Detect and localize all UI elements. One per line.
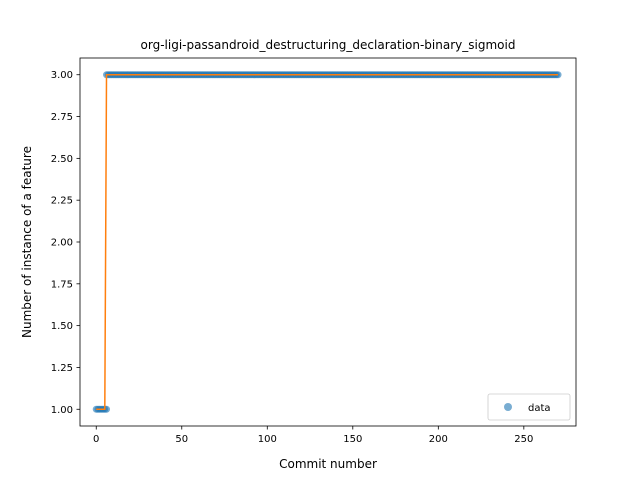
y-axis-label: Number of instance of a feature xyxy=(20,146,34,338)
chart-title: org-ligi-passandroid_destructuring_decla… xyxy=(141,38,516,52)
x-tick-label: 150 xyxy=(343,434,362,445)
y-tick-label: 2.50 xyxy=(51,154,73,165)
x-tick-label: 250 xyxy=(514,434,533,445)
plot-area xyxy=(92,71,562,413)
legend-label: data xyxy=(528,403,551,414)
y-tick-label: 2.75 xyxy=(51,112,73,123)
y-tick-label: 2.25 xyxy=(51,196,73,207)
y-tick-label: 1.75 xyxy=(51,279,73,290)
x-axis-label: Commit number xyxy=(279,457,377,471)
fit-line xyxy=(96,73,559,411)
x-tick-label: 0 xyxy=(93,434,99,445)
x-tick-label: 50 xyxy=(175,434,188,445)
y-tick-label: 3.00 xyxy=(51,70,73,81)
x-tick-label: 200 xyxy=(429,434,448,445)
y-tick-label: 1.25 xyxy=(51,363,73,374)
x-tick-label: 100 xyxy=(258,434,277,445)
legend: data xyxy=(487,393,571,421)
legend-marker xyxy=(504,403,512,411)
axes: 0 50 100 150 200 250 1.00 1.25 1.50 1.75 2.00 2.25 2… xyxy=(51,57,577,445)
y-tick-label: 1.50 xyxy=(51,321,73,332)
y-tick-label: 1.00 xyxy=(51,405,73,416)
legend-box xyxy=(487,393,571,421)
y-tick-label: 2.00 xyxy=(51,238,73,249)
